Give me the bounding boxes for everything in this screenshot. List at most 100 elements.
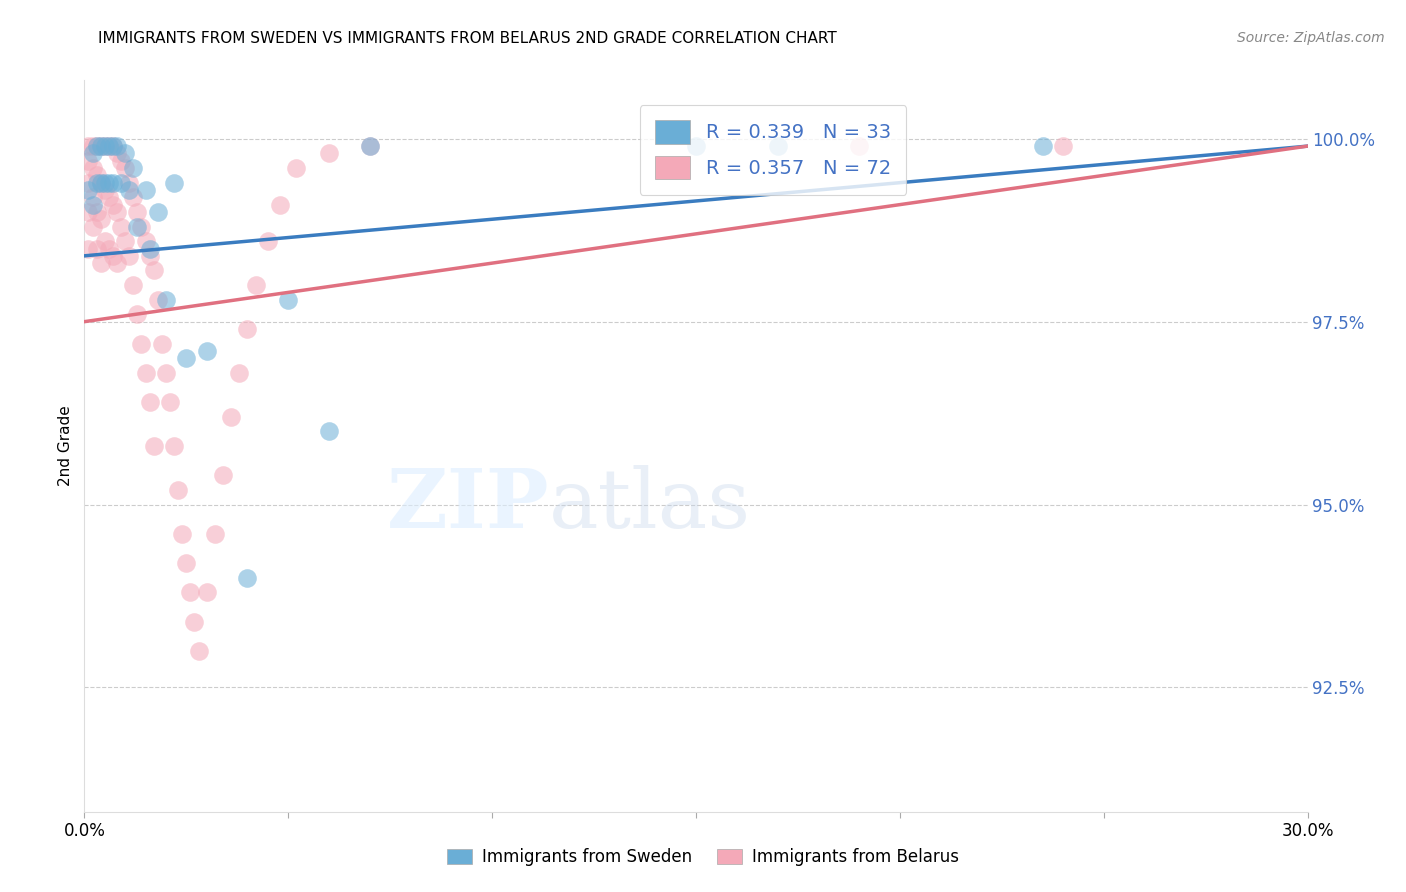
Point [101,249,124,263]
Point [118,183,141,197]
Point [105,139,128,153]
Point [93,176,115,190]
Point [236,571,259,585]
Point [93,139,115,153]
Legend: R = 0.339   N = 33, R = 0.357   N = 72: R = 0.339 N = 33, R = 0.357 N = 72 [640,104,907,194]
Point [77,183,100,197]
Point [90,139,112,153]
Point [97,139,120,153]
Point [127,219,149,234]
Point [82,146,104,161]
Point [135,366,157,380]
Point [172,526,194,541]
Text: ZIP: ZIP [387,465,550,544]
Point [318,425,340,439]
Point [90,176,112,190]
Point [135,183,157,197]
Text: IMMIGRANTS FROM SWEDEN VS IMMIGRANTS FROM BELARUS 2ND GRADE CORRELATION CHART: IMMIGRANTS FROM SWEDEN VS IMMIGRANTS FRO… [98,31,837,46]
Point [277,293,299,307]
Point [127,205,149,219]
Point [138,249,160,263]
Point [97,139,120,153]
Point [146,205,169,219]
Point [105,205,128,219]
Point [105,146,128,161]
Point [82,197,104,211]
Point [257,234,280,248]
Point [187,644,209,658]
Point [77,139,100,153]
Point [142,439,165,453]
Point [86,139,108,153]
Point [77,176,100,190]
Point [82,161,104,175]
Point [204,526,226,541]
Point [155,366,177,380]
Point [1052,139,1074,153]
Point [122,278,145,293]
Point [122,190,145,204]
Point [127,307,149,321]
Point [179,585,201,599]
Point [105,256,128,270]
Point [183,615,205,629]
Point [146,293,169,307]
Point [86,176,108,190]
Point [219,409,242,424]
Point [138,242,160,256]
Point [93,234,115,248]
Point [142,263,165,277]
Point [122,161,145,175]
Point [82,139,104,153]
Point [212,468,235,483]
Point [118,176,141,190]
Point [93,139,115,153]
Point [101,139,124,153]
Point [131,219,153,234]
Point [86,205,108,219]
Point [685,139,707,153]
Point [97,176,120,190]
Point [86,242,108,256]
Point [110,176,132,190]
Point [90,212,112,227]
Point [174,556,197,570]
Point [77,205,100,219]
Point [163,439,186,453]
Point [114,234,136,248]
Text: atlas: atlas [550,465,751,544]
Point [93,183,115,197]
Point [1032,139,1054,153]
Point [138,395,160,409]
Point [77,242,100,256]
Point [236,322,259,336]
Point [101,139,124,153]
Point [97,190,120,204]
Point [110,219,132,234]
Point [82,190,104,204]
Point [131,336,153,351]
Point [155,293,177,307]
Point [101,176,124,190]
Point [195,585,218,599]
Point [86,139,108,153]
Point [110,153,132,168]
Point [97,242,120,256]
Text: Source: ZipAtlas.com: Source: ZipAtlas.com [1237,31,1385,45]
Point [86,169,108,183]
Point [195,343,218,358]
Point [82,219,104,234]
Point [245,278,267,293]
Point [285,161,308,175]
Legend: Immigrants from Sweden, Immigrants from Belarus: Immigrants from Sweden, Immigrants from … [440,842,966,873]
Point [163,176,186,190]
Point [77,153,100,168]
Point [150,336,173,351]
Point [269,197,291,211]
Point [174,351,197,366]
Point [359,139,381,153]
Point [90,176,112,190]
Point [90,256,112,270]
Y-axis label: 2nd Grade: 2nd Grade [58,406,73,486]
Point [167,483,190,497]
